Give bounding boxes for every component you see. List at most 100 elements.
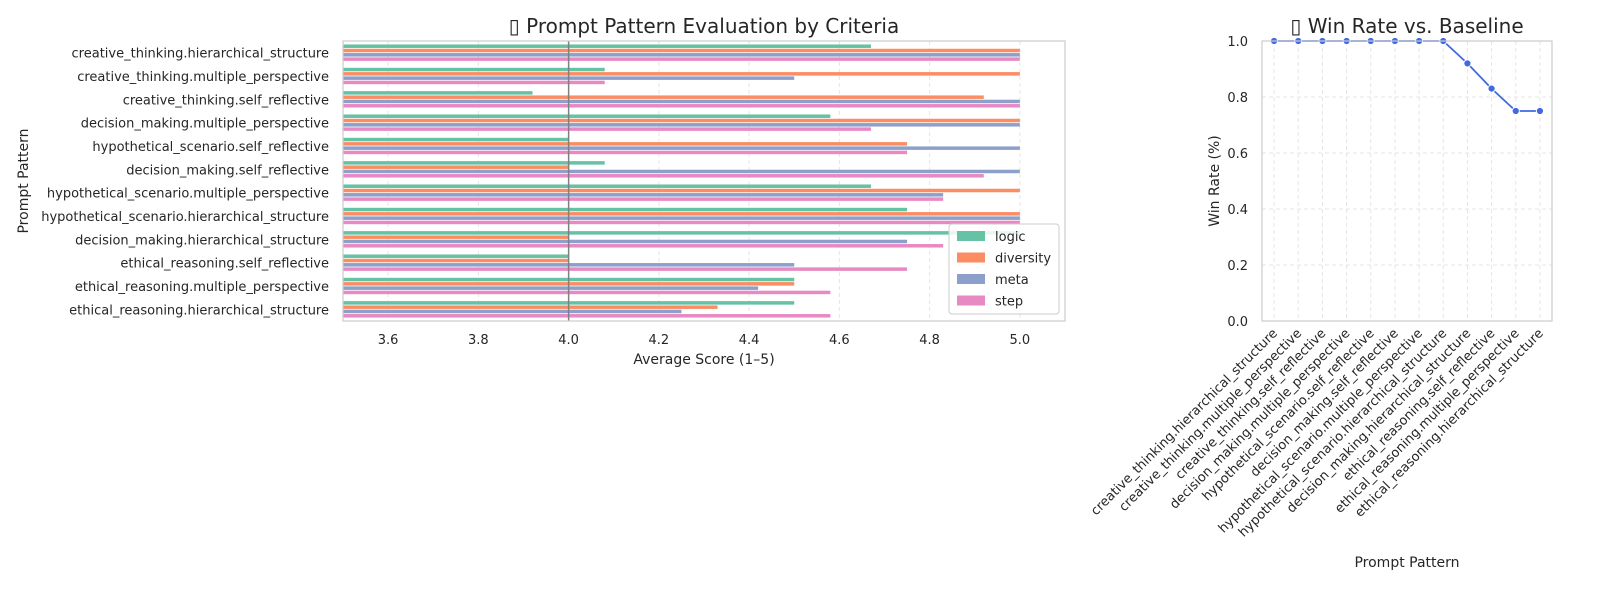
bar-logic-decision-making-hierarchical-structure: [343, 231, 1020, 235]
bar-diversity-decision-making-hierarchical-structure: [343, 235, 569, 239]
line-y-tick-label: 1.0: [1227, 35, 1248, 50]
line-y-tick-label: 0.0: [1227, 315, 1248, 330]
bar-y-tick-label: hypothetical_scenario.hierarchical_struc…: [41, 210, 329, 225]
bar-logic-hypothetical-scenario-hierarchical-structure: [343, 207, 908, 212]
bar-y-tick-label: decision_making.hierarchical_structure: [75, 233, 329, 248]
bar-step-ethical-reasoning-self-reflective: [343, 267, 908, 271]
bar-x-tick-label: 4.8: [919, 333, 940, 348]
legend-swatch-logic: [957, 231, 985, 241]
win-rate-point-decision-making-hierarchical-structure: [1463, 59, 1472, 68]
legend-items: logic diversity meta step: [957, 230, 1051, 310]
bar-diversity-hypothetical-scenario-hierarchical-structure: [343, 212, 1020, 216]
bar-step-creative-thinking-self-reflective: [343, 104, 1020, 108]
line-chart-title: ▯ Win Rate vs. Baseline: [1290, 14, 1523, 38]
bar-meta-decision-making-self-reflective: [343, 169, 1020, 174]
bar-logic-creative-thinking-multiple-perspective: [343, 67, 605, 72]
legend: logic diversity meta step: [948, 223, 1060, 315]
bar-diversity-ethical-reasoning-self-reflective: [343, 258, 569, 263]
bar-plot-frame: [342, 40, 1066, 322]
bar-y-tick-label: hypothetical_scenario.self_reflective: [92, 140, 329, 155]
bar-meta-hypothetical-scenario-multiple-perspective: [343, 193, 944, 197]
bar-y-tick-label: hypothetical_scenario.multiple_perspecti…: [47, 187, 329, 202]
bar-logic-hypothetical-scenario-multiple-perspective: [343, 184, 871, 188]
bar-meta-decision-making-hierarchical-structure: [343, 239, 908, 244]
bar-chart-title: ▯ Prompt Pattern Evaluation by Criteria: [509, 14, 899, 38]
line-x-axis-label: Prompt Pattern: [1354, 555, 1459, 571]
bar-meta-ethical-reasoning-multiple-perspective: [343, 286, 759, 290]
bar-y-tick-labels: creative_thinking.hierarchical_structure…: [41, 47, 329, 319]
legend-swatch-diversity: [957, 252, 985, 263]
bar-meta-ethical-reasoning-hierarchical-structure: [343, 309, 682, 314]
bar-logic-creative-thinking-hierarchical-structure: [343, 44, 871, 48]
line-y-tick-label: 0.2: [1227, 259, 1248, 274]
bar-logic-ethical-reasoning-self-reflective: [343, 254, 569, 258]
bar-y-tick-label: creative_thinking.hierarchical_structure: [72, 47, 329, 62]
line-x-tick-labels: creative_thinking.hierarchical_structure…: [1088, 326, 1546, 540]
legend-frame: [948, 223, 1060, 315]
bar-diversity-creative-thinking-hierarchical-structure: [343, 48, 1020, 53]
legend-label-meta: meta: [995, 273, 1029, 288]
bar-meta-creative-thinking-self-reflective: [343, 99, 1020, 104]
bar-diversity-creative-thinking-self-reflective: [343, 95, 984, 99]
bar-x-tick-label: 3.8: [468, 333, 489, 348]
bar-x-axis-label: Average Score (1–5): [633, 352, 774, 368]
bar-y-tick-label: ethical_reasoning.hierarchical_structure: [69, 303, 329, 318]
bar-meta-creative-thinking-hierarchical-structure: [343, 53, 1020, 57]
bar-step-hypothetical-scenario-multiple-perspective: [343, 197, 944, 201]
bar-logic-decision-making-self-reflective: [343, 161, 605, 165]
line-y-tick-label: 0.8: [1227, 91, 1248, 106]
bar-meta-hypothetical-scenario-self-reflective: [343, 146, 1020, 150]
legend-label-logic: logic: [995, 230, 1026, 245]
line-chart: ▯ Win Rate vs. Baseline 0.0 0.2 0.4 0.6 0.8 1…: [1088, 14, 1553, 571]
legend-label-step: step: [995, 295, 1023, 310]
bar-diversity-creative-thinking-multiple-perspective: [343, 72, 1020, 76]
bar-series-bars: [343, 44, 1020, 318]
bar-y-tick-label: ethical_reasoning.self_reflective: [120, 257, 329, 272]
line-plot-frame: [1261, 40, 1553, 322]
bar-step-decision-making-self-reflective: [343, 174, 984, 178]
line-y-tick-labels: 0.0 0.2 0.4 0.6 0.8 1.0: [1227, 35, 1248, 330]
bar-step-ethical-reasoning-multiple-perspective: [343, 290, 831, 295]
bar-x-tick-label: 4.6: [829, 333, 850, 348]
line-y-axis-label: Win Rate (%): [1207, 135, 1223, 227]
bar-y-tick-label: ethical_reasoning.multiple_perspective: [75, 280, 329, 295]
bar-meta-hypothetical-scenario-hierarchical-structure: [343, 216, 1020, 220]
win-rate-point-ethical-reasoning-multiple-perspective: [1511, 106, 1520, 116]
win-rate-line: [1274, 40, 1540, 112]
bar-step-hypothetical-scenario-hierarchical-structure: [343, 220, 1020, 225]
bar-diversity-decision-making-multiple-perspective: [343, 118, 1020, 123]
bar-y-tick-label: creative_thinking.multiple_perspective: [77, 70, 329, 85]
bar-diversity-decision-making-self-reflective: [343, 165, 569, 169]
bar-logic-decision-making-multiple-perspective: [343, 114, 831, 118]
line-y-tick-label: 0.4: [1227, 203, 1248, 218]
bar-logic-hypothetical-scenario-self-reflective: [343, 137, 569, 142]
bar-x-tick-label: 5.0: [1010, 333, 1031, 348]
legend-swatch-step: [957, 295, 985, 306]
legend-swatch-meta: [957, 274, 985, 284]
line-y-tick-label: 0.6: [1227, 147, 1248, 162]
bar-x-tick-label: 4.0: [558, 333, 579, 348]
bar-diversity-hypothetical-scenario-multiple-perspective: [343, 188, 1020, 193]
bar-y-tick-label: decision_making.self_reflective: [126, 163, 329, 178]
bar-x-tick-label: 4.2: [649, 333, 670, 348]
bar-diversity-hypothetical-scenario-self-reflective: [343, 142, 908, 146]
win-rate-markers: [1269, 36, 1545, 116]
bar-chart: ▯ Prompt Pattern Evaluation by Criteria …: [16, 14, 1066, 368]
bar-diversity-ethical-reasoning-hierarchical-structure: [343, 305, 718, 309]
bar-step-decision-making-multiple-perspective: [343, 127, 871, 131]
bar-x-tick-label: 3.6: [378, 333, 399, 348]
bar-logic-creative-thinking-self-reflective: [343, 91, 533, 95]
bar-y-axis-label: Prompt Pattern: [16, 128, 32, 233]
bar-x-tick-labels: 3.6 3.8 4.0 4.2 4.4 4.6 4.8 5.0: [378, 333, 1030, 348]
bar-x-tick-label: 4.4: [739, 333, 760, 348]
bar-step-decision-making-hierarchical-structure: [343, 244, 944, 248]
line-gridlines: [1262, 40, 1552, 322]
bar-meta-decision-making-multiple-perspective: [343, 123, 1020, 127]
bar-y-tick-label: decision_making.multiple_perspective: [81, 117, 329, 132]
win-rate-point-ethical-reasoning-hierarchical-structure: [1535, 106, 1545, 116]
bar-y-tick-label: creative_thinking.self_reflective: [123, 93, 329, 108]
bar-step-creative-thinking-hierarchical-structure: [343, 57, 1020, 61]
bar-step-creative-thinking-multiple-perspective: [343, 80, 605, 85]
win-rate-point-ethical-reasoning-self-reflective: [1487, 84, 1496, 93]
